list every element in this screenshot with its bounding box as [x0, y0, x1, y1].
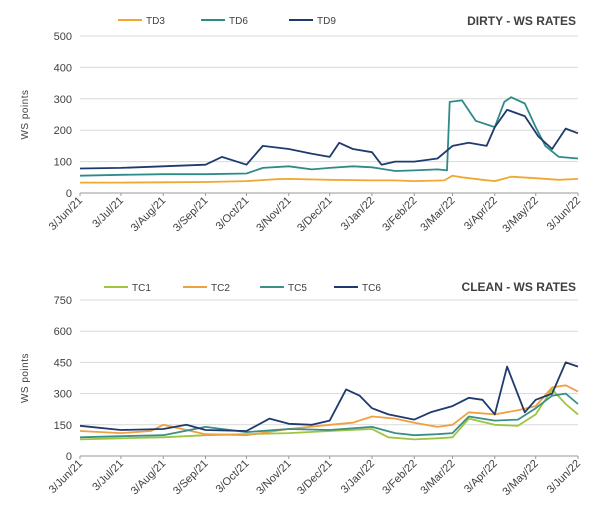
x-tick-label: 3/Oct/21: [214, 458, 252, 496]
y-tick-label: 450: [54, 357, 72, 369]
series-line-td6: [79, 96, 579, 177]
chart-title: CLEAN - WS RATES: [462, 280, 576, 294]
y-axis-label: WS points: [20, 353, 31, 403]
series-line-tc6: [79, 361, 579, 432]
x-tick-label: 3/Mar/22: [418, 458, 457, 497]
chart-title: DIRTY - WS RATES: [467, 14, 576, 28]
legend-label-tc1: TC1: [132, 283, 151, 294]
x-tick-label: 3/Aug/21: [129, 458, 169, 498]
x-tick-label: 3/Feb/22: [380, 458, 419, 497]
x-tick-label: 3/Jan/22: [339, 458, 377, 496]
series-line-tc2: [79, 384, 579, 437]
x-tick-label: 3/Dec/21: [295, 195, 335, 235]
y-tick-label: 0: [66, 451, 72, 463]
y-tick-label: 600: [54, 326, 72, 338]
x-tick-label: 3/Feb/22: [380, 195, 419, 234]
series-line-td9: [79, 108, 579, 170]
legend-label-tc5: TC5: [288, 283, 307, 294]
x-tick-label: 3/Nov/21: [254, 458, 294, 498]
series-line-tc1: [79, 388, 579, 441]
x-tick-label: 3/Sep/21: [171, 195, 211, 235]
y-tick-label: 150: [54, 420, 72, 432]
y-tick-label: 750: [54, 295, 72, 307]
series-line-tc5: [79, 392, 579, 439]
legend-label-td3: TD3: [146, 16, 165, 27]
legend-label-tc2: TC2: [211, 283, 230, 294]
x-tick-label: 3/Apr/22: [462, 458, 500, 496]
x-tick-label: 3/Jun/21: [47, 195, 85, 233]
x-tick-label: 3/May/22: [500, 458, 540, 498]
x-tick-label: 3/Apr/22: [462, 195, 500, 233]
x-tick-label: 3/Jun/22: [545, 458, 583, 496]
x-tick-label: 3/Dec/21: [295, 458, 335, 498]
legend-label-td6: TD6: [229, 16, 248, 27]
series-line-td3: [80, 174, 579, 184]
x-tick-label: 3/May/22: [500, 195, 540, 235]
x-tick-label: 3/Jul/21: [90, 195, 126, 231]
y-tick-label: 200: [54, 125, 72, 137]
x-tick-label: 3/Mar/22: [418, 195, 457, 234]
legend-label-tc6: TC6: [362, 283, 381, 294]
y-tick-label: 400: [54, 62, 72, 74]
chart-panel-2: 0 150 300 450 600 750 WS points 3/Jun/21 3/Jul/2…: [20, 280, 583, 498]
chart-panel-1: 0 100 200 300 400 500 WS points 3/Jun/21 3/Jul/2…: [20, 14, 583, 235]
y-tick-label: 100: [54, 157, 72, 169]
x-tick-label: 3/Aug/21: [129, 195, 169, 235]
x-tick-label: 3/Jan/22: [339, 195, 377, 233]
y-tick-label: 500: [54, 31, 72, 43]
y-tick-label: 0: [66, 188, 72, 200]
x-tick-label: 3/Sep/21: [171, 458, 211, 498]
y-axis-label: WS points: [20, 89, 31, 139]
x-tick-label: 3/Jul/21: [90, 458, 126, 494]
y-tick-label: 300: [54, 389, 72, 401]
x-tick-label: 3/Nov/21: [254, 195, 294, 235]
y-tick-label: 300: [54, 94, 72, 106]
x-tick-label: 3/Jun/22: [545, 195, 583, 233]
x-tick-label: 3/Oct/21: [214, 195, 252, 233]
legend-label-td9: TD9: [317, 16, 336, 27]
x-tick-label: 3/Jun/21: [47, 458, 85, 496]
